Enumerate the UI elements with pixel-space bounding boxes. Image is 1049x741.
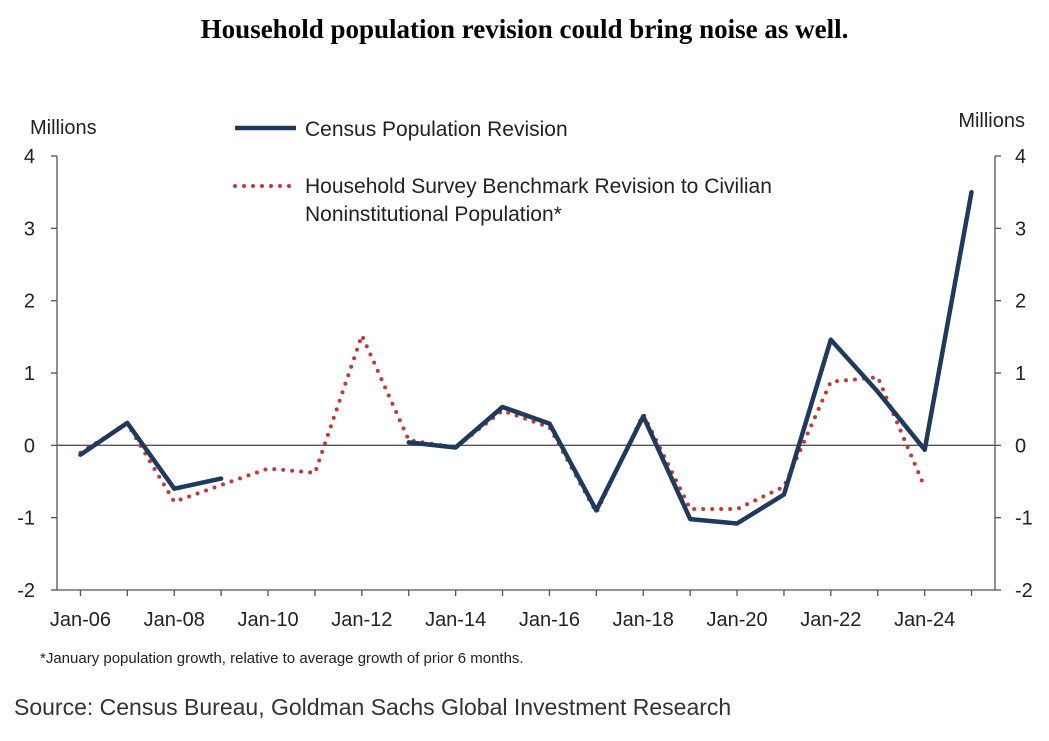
y-tick-label-right: 4 (1015, 146, 1026, 168)
y-tick-label-left: 1 (24, 363, 35, 385)
y-tick-label-left: 4 (24, 146, 35, 168)
y-tick-label-right: 1 (1015, 363, 1026, 385)
x-tick-label: Jan-24 (894, 609, 955, 631)
y-tick-label-left: 3 (24, 218, 35, 240)
legend-label-household-line2: Noninstitutional Population* (305, 203, 562, 226)
chart-title: Household population revision could brin… (200, 14, 849, 44)
y-unit-right: Millions (958, 110, 1025, 132)
x-tick-label: Jan-22 (800, 609, 861, 631)
household-revision-line-segment-1 (78, 333, 927, 515)
x-tick-label: Jan-08 (144, 609, 205, 631)
y-tick-label-right: 2 (1015, 291, 1026, 313)
y-unit-left: Millions (30, 117, 97, 139)
legend-label-household-line1: Household Survey Benchmark Revision to C… (305, 175, 772, 198)
census-revision-line-segment-2 (406, 189, 974, 526)
legend-label-census: Census Population Revision (305, 118, 568, 141)
y-tick-label-right: 3 (1015, 218, 1026, 240)
footnote: *January population growth, relative to … (40, 650, 524, 667)
source-note: Source: Census Bureau, Goldman Sachs Glo… (14, 694, 732, 720)
y-tick-label-left: 2 (24, 291, 35, 313)
x-tick-label: Jan-12 (331, 609, 392, 631)
y-tick-label-left: -1 (17, 508, 35, 530)
x-tick-label: Jan-16 (519, 609, 580, 631)
census-revision-line-segment-1 (78, 420, 224, 491)
y-tick-label-right: -1 (1015, 508, 1033, 530)
y-tick-label-left: 0 (24, 435, 35, 457)
x-tick-label: Jan-10 (237, 609, 298, 631)
x-tick-label: Jan-14 (425, 609, 486, 631)
x-tick-label: Jan-18 (613, 609, 674, 631)
y-tick-label-right: -2 (1015, 580, 1033, 602)
x-tick-label: Jan-20 (706, 609, 767, 631)
y-tick-label-left: -2 (17, 580, 35, 602)
y-tick-label-right: 0 (1015, 435, 1026, 457)
x-tick-label: Jan-06 (50, 609, 111, 631)
